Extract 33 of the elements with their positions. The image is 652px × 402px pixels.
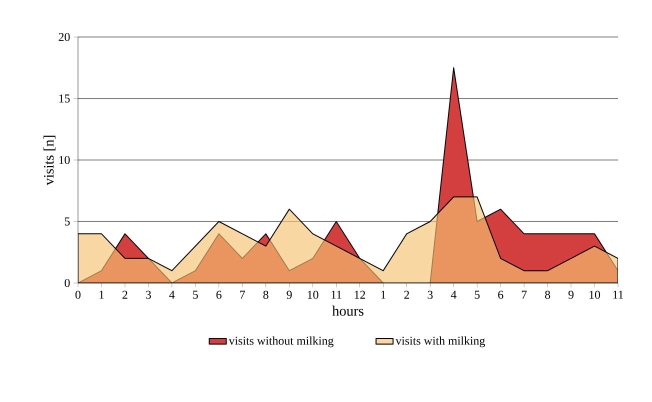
- x-tick-label: 4: [169, 290, 175, 299]
- x-tick-label: 9: [568, 290, 574, 299]
- x-tick-label: 1: [100, 290, 104, 299]
- x-tick-label: 0: [75, 290, 81, 299]
- x-tick-label: 11: [332, 290, 342, 299]
- y-tick-label: 10: [59, 156, 70, 164]
- y-tick-label: 15: [59, 94, 70, 102]
- x-tick-label: 4: [450, 290, 456, 299]
- x-tick-label: 2: [404, 290, 410, 299]
- x-tick-label: 7: [522, 290, 527, 299]
- x-tick-label: 7: [240, 290, 245, 299]
- x-tick-label: 2: [122, 290, 128, 299]
- x-tick-label: 5: [193, 290, 198, 299]
- x-axis-title: hours: [332, 306, 364, 316]
- y-axis-title: visits [n]: [44, 136, 56, 186]
- x-tick-label: 6: [216, 290, 222, 299]
- x-tick-label: 3: [146, 290, 151, 299]
- legend-label: visits with milking: [396, 336, 486, 348]
- y-tick-label: 20: [58, 32, 70, 42]
- x-tick-label: 8: [545, 290, 550, 299]
- y-tick-label: 5: [64, 218, 70, 226]
- x-tick-label: 1: [381, 290, 386, 299]
- x-tick-label: 11: [613, 290, 624, 299]
- x-tick-label: 12: [354, 290, 366, 299]
- y-tick-label: 0: [64, 278, 70, 288]
- x-tick-label: 8: [263, 290, 268, 299]
- x-tick-label: 9: [286, 290, 292, 299]
- x-tick-label: 6: [498, 290, 504, 299]
- x-tick-label: 10: [590, 290, 600, 299]
- legend-label: visits without milking: [228, 336, 334, 348]
- x-tick-label: 10: [308, 290, 318, 299]
- x-tick-label: 3: [428, 290, 433, 299]
- x-tick-label: 5: [474, 290, 480, 299]
